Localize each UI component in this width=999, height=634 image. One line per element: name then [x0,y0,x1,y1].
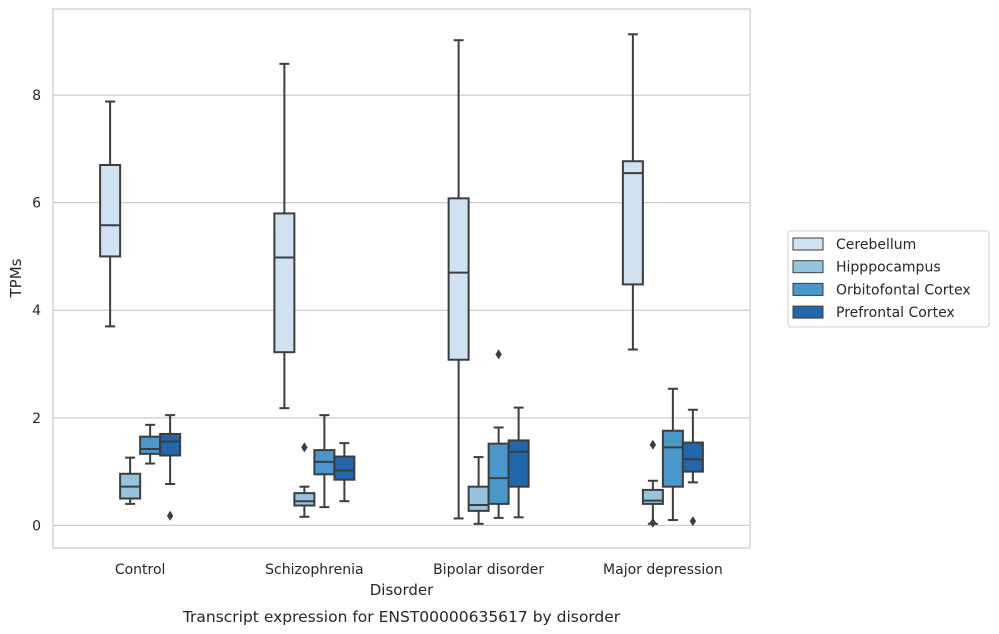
legend-label: Prefrontal Cortex [836,305,955,321]
y-tick-label: 2 [32,411,41,427]
plot-frame [52,8,751,549]
box-iqr [621,160,644,286]
outlier-point [301,442,308,453]
box-iqr [681,441,704,473]
x-tick-label: Major depression [603,562,723,578]
box-iqr [159,432,182,457]
box-prefrontal-cortex [333,442,356,503]
box-prefrontal-cortex [159,414,182,521]
x-tick-label: Schizophrenia [265,562,363,578]
y-tick-label: 6 [32,196,41,212]
box-iqr [333,455,356,481]
outlier-point [495,349,502,360]
box-iqr [273,212,296,354]
y-tick-label: 8 [32,88,41,104]
y-tick-label: 0 [32,518,41,534]
legend-swatch [792,282,824,296]
x-tick-label: Control [115,562,166,578]
legend-swatch [792,305,824,319]
box-hipppocampus [293,442,316,518]
y-tick-label: 4 [32,303,41,319]
box-iqr [507,439,530,488]
y-axis-label: TPMs [7,258,25,298]
box-iqr [447,197,470,361]
box-cerebellum [99,100,122,328]
y-tick-labels: 0 2 4 6 8 [32,88,41,534]
box-orbitofontal-cortex [139,423,162,465]
legend: Cerebellum Hipppocampus Orbitofontal Corte… [787,230,990,328]
box-prefrontal-cortex [681,408,704,527]
box-cerebellum [621,33,644,351]
outlier-point [649,517,657,528]
box-cerebellum [273,62,296,410]
outlier-point [166,510,174,521]
legend-swatch [792,260,824,274]
legend-label: Orbitofontal Cortex [836,282,971,298]
box-iqr [641,488,664,505]
plot-background [53,9,750,548]
box-iqr [467,485,490,512]
box-prefrontal-cortex [507,406,530,519]
box-iqr [99,163,122,258]
legend-frame [787,230,990,328]
x-tick-label: Bipolar disorder [433,562,544,578]
box-iqr [139,435,162,455]
box-iqr [487,442,510,505]
box-iqr [293,492,316,507]
legend-label: Cerebellum [836,237,916,253]
outlier-point [649,439,657,450]
chart-caption: Transcript expression for ENST0000063561… [182,608,621,626]
box-orbitofontal-cortex [661,387,684,522]
box-hipppocampus [119,456,142,505]
legend-label: Hipppocampus [836,260,941,276]
x-tick-labels: Control Schizophrenia Bipolar disorder Majo… [115,562,723,578]
box-hipppocampus [641,439,664,528]
box-iqr [661,429,684,488]
box-hipppocampus [467,456,490,525]
boxes-layer [99,33,704,528]
box-cerebellum [447,39,470,520]
x-axis-label: Disorder [370,581,434,599]
outlier-point [689,516,697,527]
legend-swatch [792,237,824,251]
